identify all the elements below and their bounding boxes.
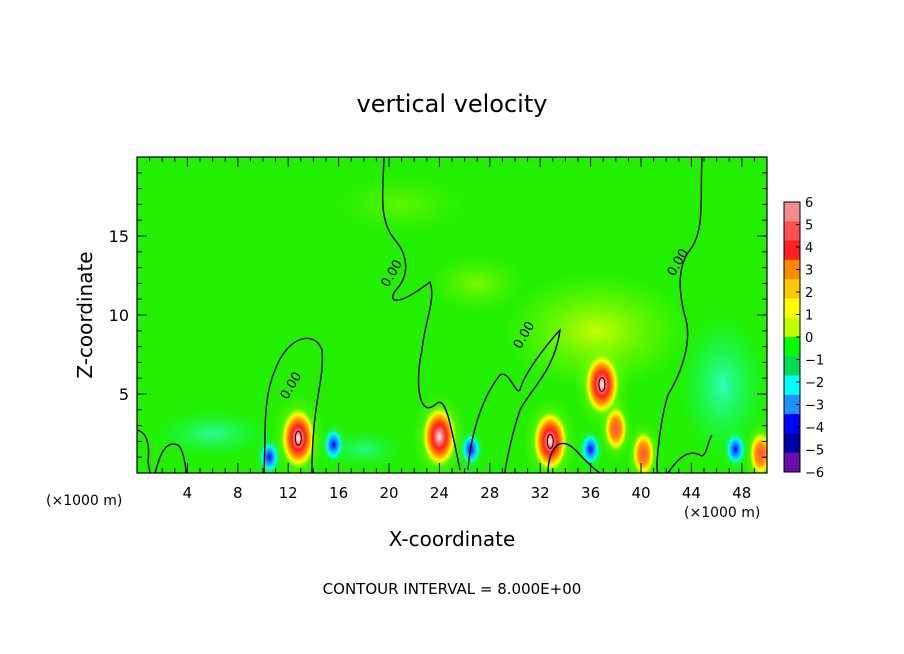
colorbar-swatch (784, 259, 800, 280)
x-unit-left: (×1000 m) (46, 493, 122, 509)
colorbar-swatch (784, 375, 800, 396)
colorbar-label: −1 (805, 354, 824, 369)
colorbar-label: 3 (805, 264, 813, 279)
colorbar-swatch (784, 240, 800, 261)
x-tick-label: 44 (682, 484, 701, 502)
x-axis-label: X-coordinate (389, 527, 516, 551)
downdraft-core (324, 429, 343, 460)
y-axis: 5 10 15 (109, 156, 767, 474)
warm-patch-mid (427, 253, 528, 314)
updraft-core (281, 408, 316, 469)
colorbar: 6 5 4 3 2 1 0 −1 −2 −3 −4 −5 −6 (783, 196, 824, 481)
colorbar-swatch (784, 337, 800, 357)
x-tick-label: 36 (581, 484, 600, 502)
updraft-core (422, 406, 457, 467)
colorbar-swatch (784, 221, 800, 242)
peak-contour (294, 430, 302, 446)
y-tick-label: 10 (109, 306, 129, 325)
colorbar-swatch (784, 356, 800, 377)
colorbar-label: −3 (805, 399, 824, 414)
y-tick-label: 5 (119, 385, 129, 404)
x-tick-label: 12 (279, 484, 298, 502)
contour-interval-note: CONTOUR INTERVAL = 8.000E+00 (323, 580, 582, 598)
x-tick-label: 28 (480, 484, 499, 502)
colorbar-label: −4 (805, 421, 824, 436)
colorbar-swatch (784, 433, 800, 454)
colorbar-swatch (784, 452, 800, 473)
colorbar-label: 6 (805, 196, 813, 211)
updraft-core (604, 406, 627, 451)
zero-contour-right (547, 157, 713, 473)
zero-contours (137, 157, 713, 473)
colorbar-swatch (784, 317, 800, 338)
colorbar-swatch (784, 414, 800, 434)
x-tick-label: 24 (430, 484, 449, 502)
downdraft-core (260, 442, 279, 473)
colorbar-swatch (784, 279, 800, 299)
x-tick-label: 48 (732, 484, 751, 502)
peak-contour (598, 377, 606, 393)
colorbar-label: 1 (805, 309, 813, 324)
colorbar-label: 5 (805, 219, 813, 234)
updraft-core (749, 432, 767, 473)
chart-title: vertical velocity (357, 90, 548, 118)
colorbar-label: 4 (805, 241, 813, 256)
colorbar-label: −5 (805, 444, 824, 459)
colorbar-label: 2 (805, 286, 813, 301)
x-tick-label: 20 (379, 484, 398, 502)
y-axis-label: Z-coordinate (73, 251, 97, 378)
x-unit-right: (×1000 m) (684, 505, 760, 521)
colorbar-label: −6 (805, 466, 824, 481)
colorbar-label: −2 (805, 376, 824, 391)
x-axis: 4 8 12 16 20 24 28 32 36 40 44 48 (136, 157, 768, 502)
downdraft-core (581, 434, 600, 465)
velocity-field (152, 174, 767, 473)
colorbar-label: 0 (805, 331, 813, 346)
updraft-core (533, 411, 568, 472)
downdraft-core (726, 434, 745, 465)
colorbar-swatch (784, 202, 800, 222)
cyan-patch-left (152, 408, 273, 459)
x-tick-label: 40 (631, 484, 650, 502)
y-tick-label: 15 (109, 227, 129, 246)
plot-area: 0.000.000.000.00 (137, 157, 767, 473)
warm-patch-center (501, 270, 692, 391)
zero-contour-left (137, 337, 324, 473)
zero-contour-middle (381, 157, 561, 473)
updraft-core (632, 432, 655, 473)
x-tick-label: 8 (233, 484, 243, 502)
x-tick-label: 16 (329, 484, 348, 502)
peak-contour (546, 433, 554, 449)
cyan-patch-right (677, 311, 767, 462)
warm-patch-upper (331, 174, 472, 235)
colorbar-swatch (784, 394, 800, 415)
x-tick-label: 32 (531, 484, 550, 502)
x-tick-label: 4 (183, 484, 193, 502)
colorbar-swatch (784, 298, 800, 319)
